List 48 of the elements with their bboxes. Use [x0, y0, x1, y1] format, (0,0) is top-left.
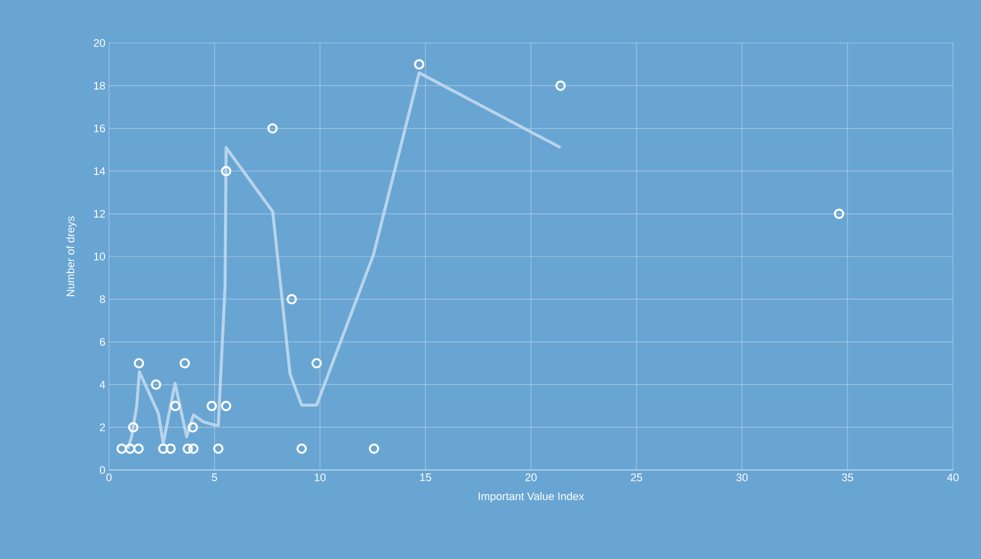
y-tick-label: 10 [94, 252, 106, 260]
point [555, 80, 566, 91]
point [220, 400, 232, 412]
x-tick-label: 10 [314, 474, 326, 482]
x-tick-label: 5 [212, 474, 218, 482]
y-tick-label: 8 [100, 295, 105, 304]
point [188, 443, 199, 454]
point [182, 443, 193, 454]
point [414, 59, 424, 70]
point [213, 443, 224, 454]
x-tick-label: 35 [842, 474, 854, 482]
point [165, 443, 176, 454]
x-tick-label: 0 [106, 474, 112, 482]
point [296, 443, 307, 454]
point [128, 422, 138, 432]
point [188, 422, 198, 432]
y-tick-label: 2 [100, 423, 105, 432]
point [124, 443, 136, 454]
point [368, 443, 380, 454]
y-tick-label: 4 [100, 380, 106, 388]
line-series [126, 71, 562, 450]
point [220, 166, 232, 176]
point [206, 400, 217, 412]
point [834, 208, 844, 219]
point [286, 294, 297, 304]
y-tick-label: 6 [100, 338, 105, 346]
y-tick-label: 18 [94, 82, 105, 90]
y-tick-label: 14 [94, 167, 106, 175]
point [158, 443, 168, 454]
y-axis-title: Number of dreys [66, 216, 76, 296]
point [133, 443, 144, 454]
point [267, 123, 278, 134]
point [116, 443, 127, 454]
point [134, 358, 144, 368]
point [150, 379, 162, 390]
x-tick-label: 40 [947, 474, 959, 482]
point [170, 400, 180, 412]
y-tick-label: 12 [94, 210, 105, 218]
y-tick-label: 0 [100, 466, 106, 474]
x-tick-label: 15 [420, 474, 432, 482]
x-axis-title: Important Value Index [478, 492, 584, 502]
y-tick-label: 20 [94, 39, 106, 47]
x-tick-label: 30 [736, 474, 748, 482]
x-tick-label: 20 [525, 474, 537, 482]
point [311, 358, 322, 368]
point [180, 358, 190, 368]
x-tick-label: 25 [630, 474, 642, 482]
y-tick-label: 16 [94, 124, 105, 132]
